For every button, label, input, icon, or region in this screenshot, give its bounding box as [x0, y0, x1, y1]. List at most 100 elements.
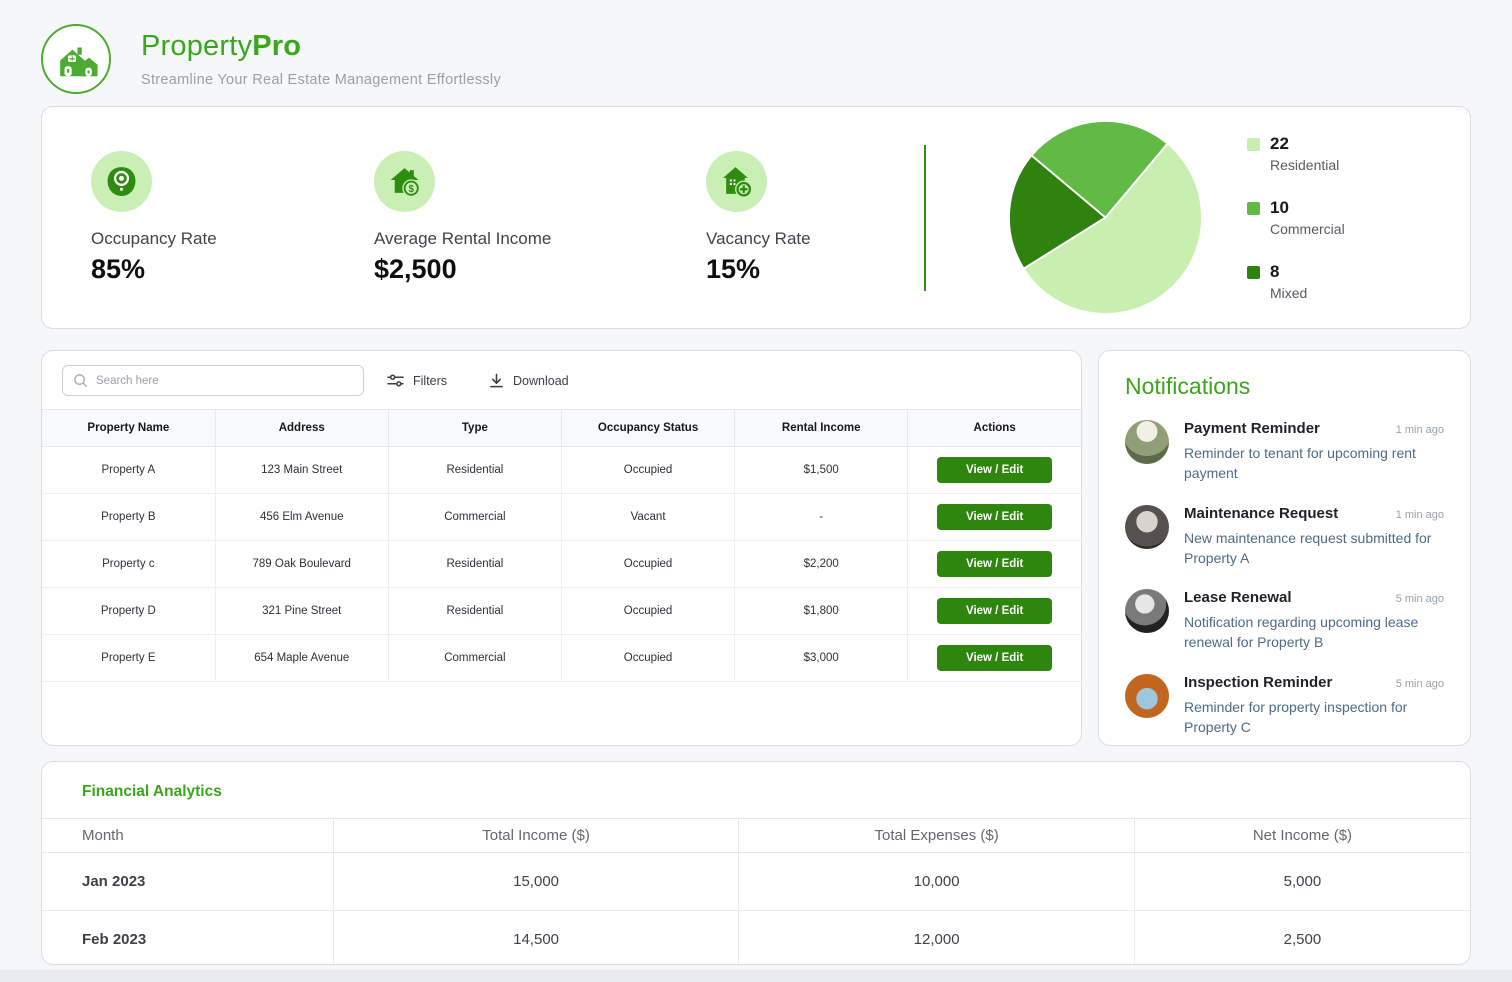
pie-slice-mixed [1008, 154, 1107, 270]
finance-row: Jan 2023 15,000 10,000 5,000 [42, 852, 1470, 911]
cell-property-name: Property E [42, 634, 216, 682]
cell-status: Occupied [560, 634, 736, 682]
notification-title: Inspection Reminder [1184, 673, 1333, 691]
notifications-panel: Notifications Payment Reminder 1 min ago… [1098, 350, 1471, 746]
properties-panel: Filters Download Property Name Address T… [41, 350, 1082, 746]
view-edit-button[interactable]: View / Edit [936, 645, 1053, 671]
financial-analytics-panel: Financial Analytics Month Total Income (… [41, 761, 1471, 965]
cell-total-expenses: 10,000 [738, 852, 1135, 911]
cell-type: Commercial [387, 634, 562, 682]
column-header-property-name: Property Name [42, 409, 216, 447]
column-header-type: Type [387, 409, 562, 447]
cell-address: 654 Maple Avenue [214, 634, 389, 682]
view-edit-button[interactable]: View / Edit [936, 551, 1053, 577]
column-header-month: Month [42, 818, 334, 853]
stat-label: Vacancy Rate [706, 228, 811, 248]
app-logo [41, 24, 111, 94]
download-icon [490, 373, 503, 387]
tenant-avatar [1125, 504, 1169, 549]
legend-item-commercial: 10 Commercial [1247, 198, 1345, 237]
finance-row: Feb 2023 14,500 12,000 2,500 [42, 910, 1470, 964]
page-title: PropertyPro [141, 30, 501, 63]
tenant-avatar [1125, 673, 1169, 718]
table-row: Property D 321 Pine Street Residential O… [42, 587, 1081, 635]
cell-total-income: 15,000 [332, 852, 740, 911]
filters-label: Filters [413, 373, 448, 388]
cell-total-expenses: 12,000 [738, 910, 1135, 964]
cell-property-name: Property D [42, 587, 216, 635]
legend-value: 8 [1270, 262, 1280, 281]
search-input[interactable] [62, 365, 364, 396]
cell-address: 456 Elm Avenue [214, 493, 389, 541]
download-button[interactable]: Download [489, 373, 569, 389]
notifications-title: Notifications [1125, 373, 1251, 399]
pie-chart-svg [1008, 120, 1203, 315]
filters-button[interactable]: Filters [387, 373, 447, 388]
cell-property-name: Property B [42, 493, 216, 541]
legend-label: Commercial [1270, 221, 1345, 237]
legend-value: 22 [1270, 134, 1289, 153]
table-row: Property A 123 Main Street Residential O… [42, 446, 1081, 494]
cell-month: Feb 2023 [42, 910, 334, 964]
cell-property-name: Property c [42, 540, 216, 588]
properties-table: Property Name Address Type Occupancy Sta… [42, 409, 1081, 682]
notification-timestamp: 1 min ago [1395, 508, 1444, 521]
cell-rental-income: $1,500 [734, 446, 909, 494]
cell-status: Occupied [560, 446, 736, 494]
table-header-row: Property Name Address Type Occupancy Sta… [42, 409, 1081, 447]
cell-net-income: 2,500 [1133, 910, 1470, 964]
cell-month: Jan 2023 [42, 852, 334, 911]
cell-total-income: 14,500 [332, 910, 740, 964]
table-row: Property c 789 Oak Boulevard Residential… [42, 540, 1081, 588]
notification-timestamp: 5 min ago [1395, 677, 1444, 690]
notification-body: Reminder to tenant for upcoming rent pay… [1184, 445, 1416, 482]
notification-item: Inspection Reminder 5 min ago Reminder f… [1125, 673, 1444, 738]
stat-value: 85% [91, 253, 146, 284]
table-toolbar: Filters Download [42, 351, 1081, 409]
cell-address: 123 Main Street [214, 446, 389, 494]
cell-address: 789 Oak Boulevard [214, 540, 389, 588]
house-plus-icon [723, 166, 753, 198]
pie-legend: 22 Residential 10 Commercial 8 Mixed [1247, 134, 1345, 301]
stat-occupancy-rate: Occupancy Rate 85% [91, 150, 374, 285]
houses-icon [60, 47, 98, 77]
cell-property-name: Property A [42, 446, 216, 494]
location-pin-icon [107, 166, 136, 196]
column-header-address: Address [214, 409, 389, 447]
pie-slice-residential [1022, 142, 1203, 315]
stat-value: 15% [706, 253, 761, 284]
download-label: Download [513, 373, 569, 388]
column-header-total-expenses: Total Expenses ($) [738, 818, 1135, 853]
tagline: Streamline Your Real Estate Management E… [141, 72, 501, 88]
notification-title: Lease Renewal [1184, 589, 1292, 607]
notification-timestamp: 1 min ago [1395, 424, 1444, 436]
brand-name-bold: Pro [252, 30, 302, 62]
cell-rental-income: $3,000 [734, 634, 909, 682]
financial-analytics-title: Financial Analytics [82, 783, 222, 800]
view-edit-button[interactable]: View / Edit [936, 504, 1053, 530]
summary-card: Occupancy Rate 85% $ Average Rental Inco… [41, 106, 1471, 329]
search-icon [74, 374, 88, 388]
legend-value: 10 [1270, 198, 1289, 217]
legend-swatch [1247, 202, 1260, 215]
view-edit-button[interactable]: View / Edit [936, 598, 1053, 624]
table-row: Property E 654 Maple Avenue Commercial O… [42, 634, 1081, 682]
search-box [62, 365, 364, 396]
cell-type: Residential [387, 446, 562, 494]
notification-item: Lease Renewal 5 min ago Notification reg… [1125, 589, 1444, 653]
cell-status: Vacant [560, 493, 736, 541]
cell-status: Occupied [560, 587, 736, 635]
financial-table: Month Total Income ($) Total Expenses ($… [42, 818, 1470, 964]
pie-slice-commercial [1030, 120, 1169, 219]
table-row: Property B 456 Elm Avenue Commercial Vac… [42, 493, 1081, 541]
vertical-divider [924, 144, 926, 291]
property-type-pie-chart [1008, 120, 1203, 315]
legend-item-mixed: 8 Mixed [1247, 262, 1345, 301]
cell-address: 321 Pine Street [214, 587, 389, 635]
cell-status: Occupied [560, 540, 736, 588]
view-edit-button[interactable]: View / Edit [936, 457, 1053, 483]
column-header-rental-income: Rental Income [734, 409, 909, 447]
page-bottom-strip [0, 970, 1512, 982]
legend-swatch [1247, 138, 1260, 151]
legend-swatch [1247, 266, 1260, 279]
